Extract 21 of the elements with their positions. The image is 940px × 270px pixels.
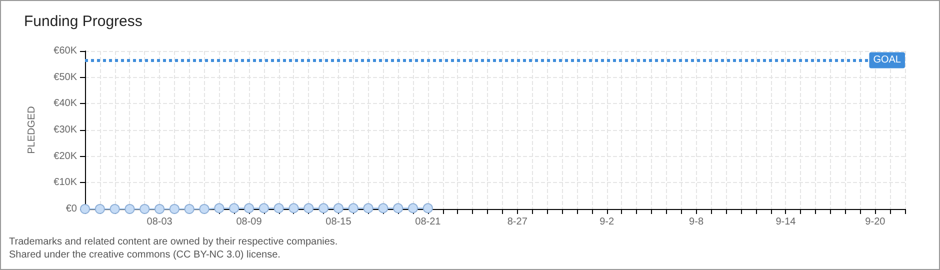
x-tick-label: 9-14 (776, 216, 796, 228)
y-tick-label: €10K (54, 177, 78, 188)
y-tick-label: €30K (54, 124, 78, 136)
x-tick-label: 9-2 (600, 216, 614, 228)
y-tick-label: €40K (54, 98, 78, 110)
text: Shared under the creative commons (CC BY-NC 3.0) license. (9, 250, 280, 260)
y-tick-label: €20K (54, 150, 78, 162)
x-tick-label: 9-20 (865, 216, 886, 228)
y-tick-label: €0 (66, 204, 78, 214)
x-tick-label: 08-21 (415, 216, 442, 228)
y-tick-label: €60K (54, 46, 78, 56)
y-tick-label: €50K (54, 72, 78, 83)
chart-title: Funding Progress (24, 13, 142, 30)
x-tick-label: 08-15 (326, 216, 352, 228)
x-tick-label: 08-03 (146, 216, 173, 228)
x-tick-label: 8-27 (507, 216, 528, 228)
text: Trademarks and related content are owned by their respective companies. (9, 236, 338, 248)
y-axis-title: PLEDGED (26, 106, 38, 154)
ref-line-label: GOAL (873, 54, 902, 66)
x-tick-label: 08-09 (236, 216, 262, 228)
x-tick-label: 9-8 (689, 216, 704, 228)
